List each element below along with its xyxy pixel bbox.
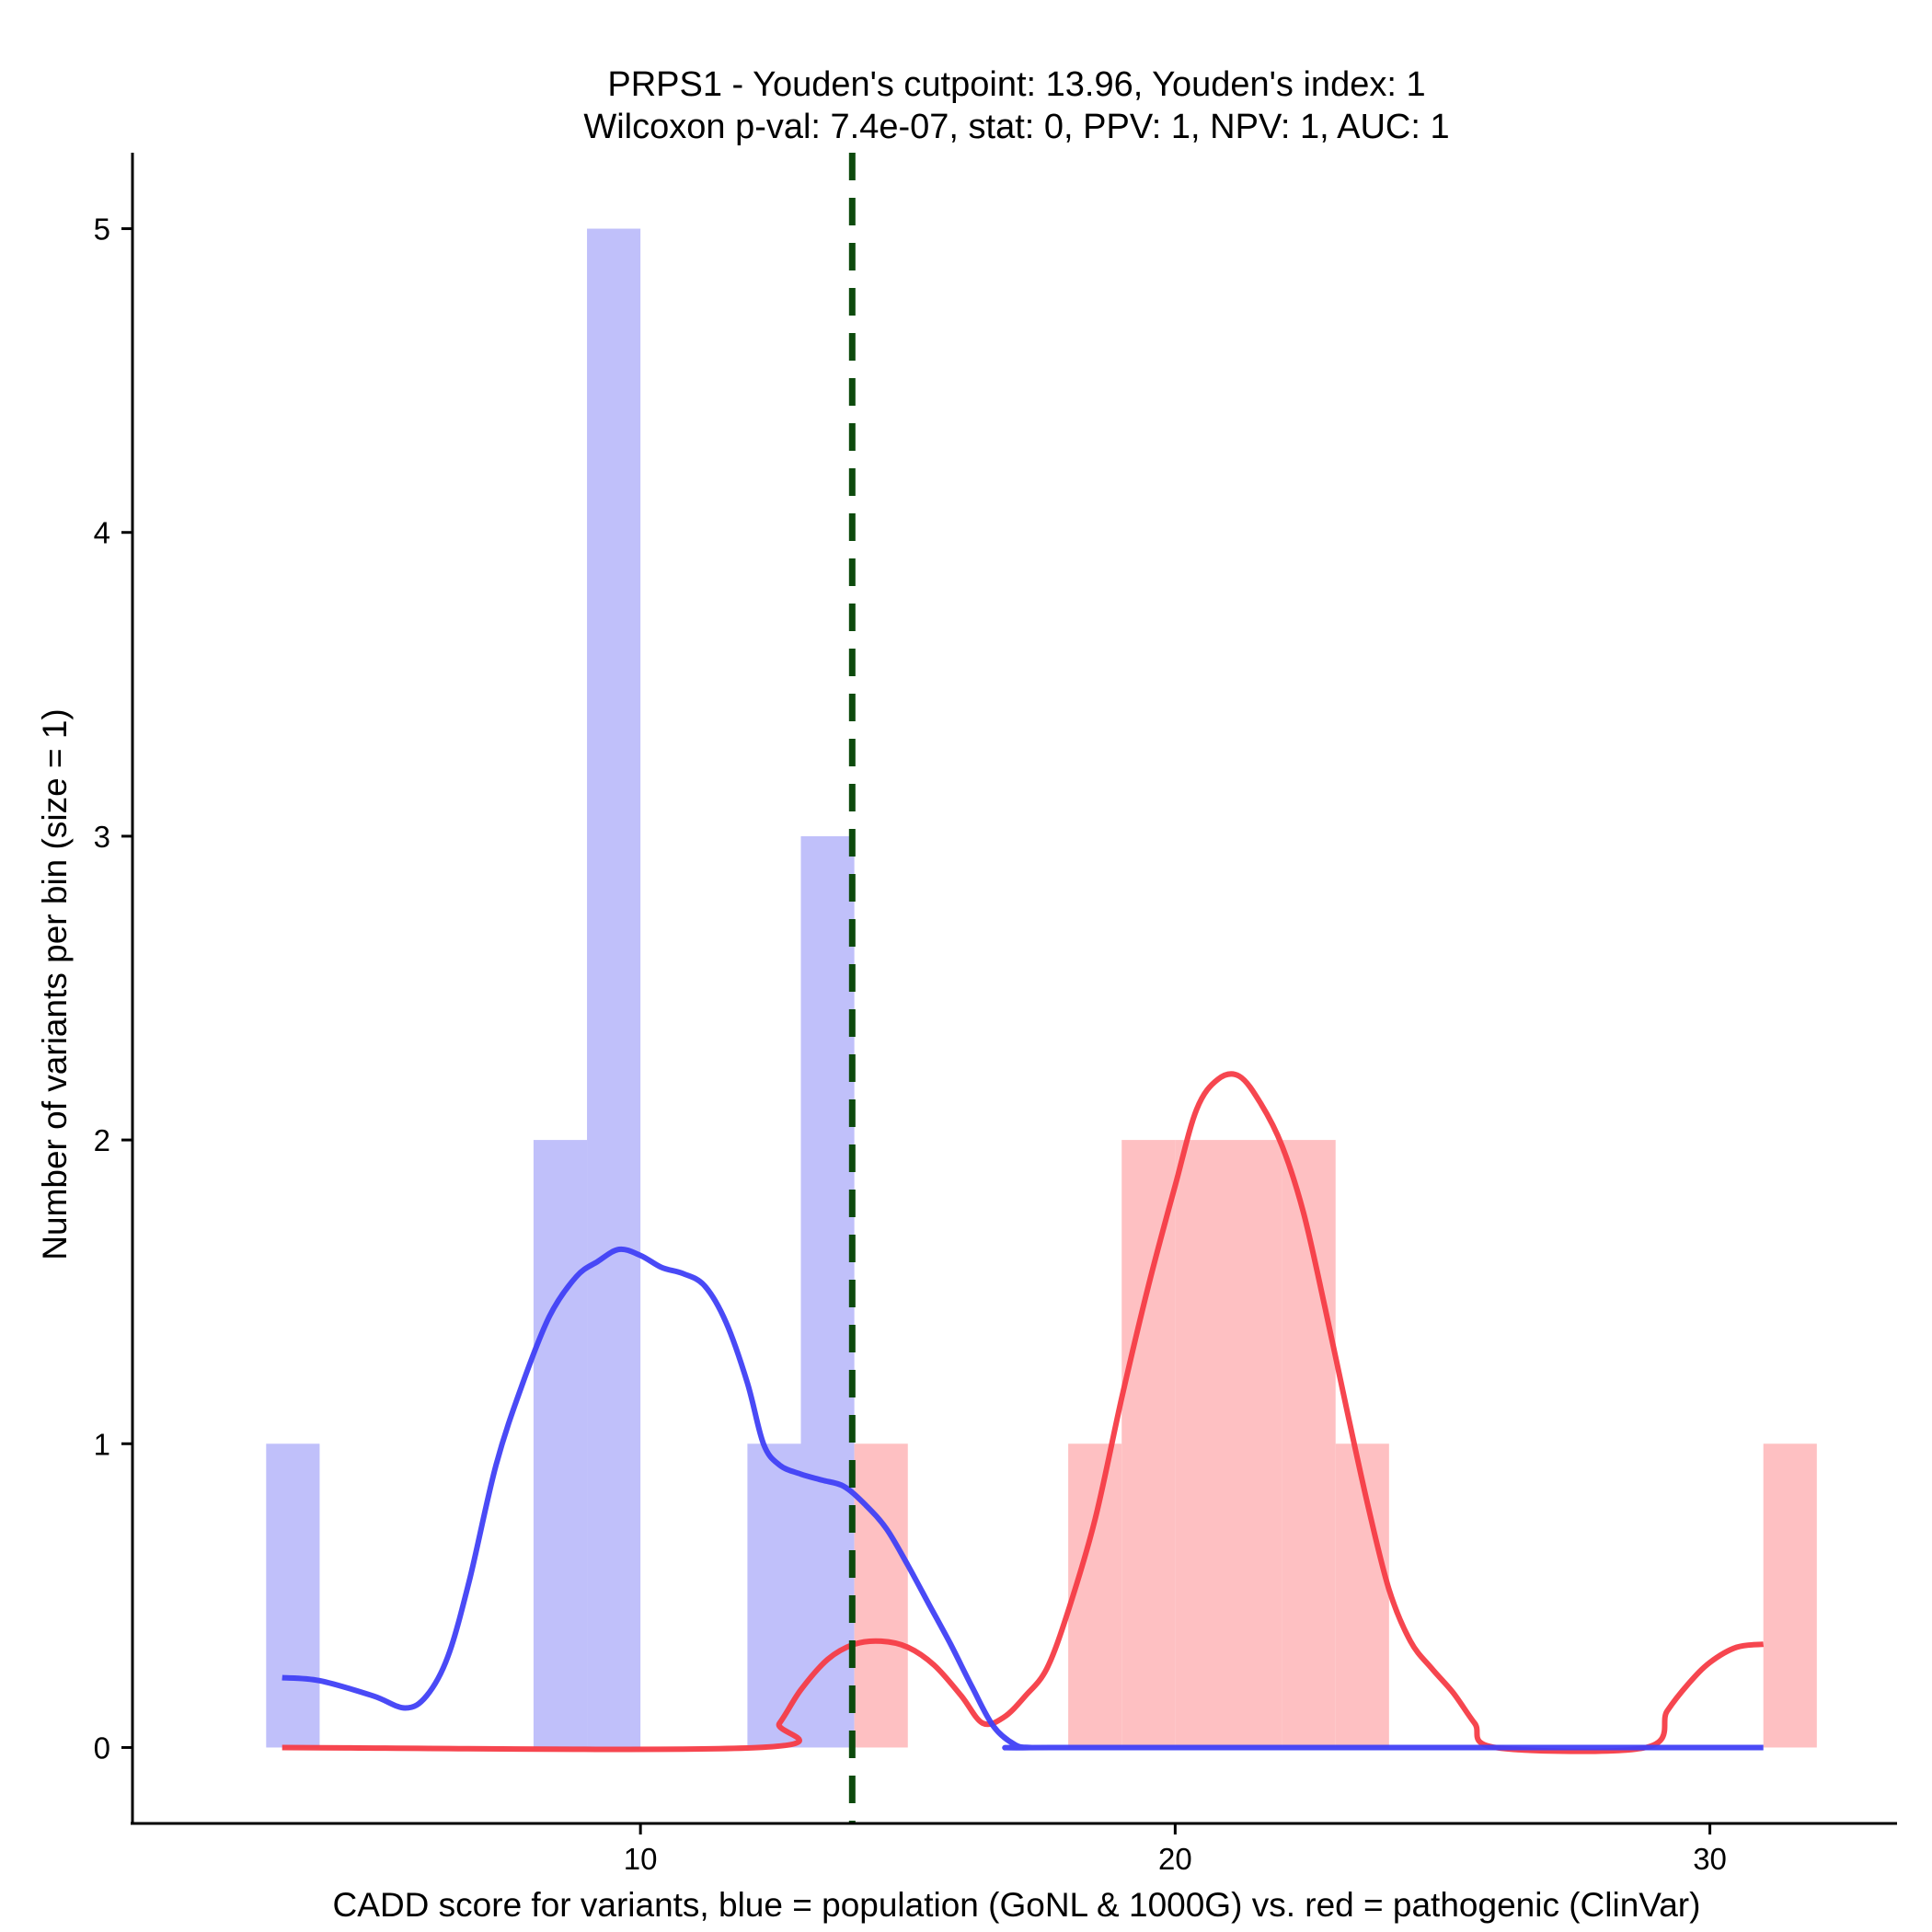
- population-bar-3: [747, 1443, 801, 1748]
- x-tick-label-10: 10: [624, 1842, 658, 1876]
- y-axis-ticks: 0 1 2 3 4 5: [94, 213, 132, 1765]
- x-tick-label-30: 30: [1693, 1842, 1727, 1876]
- pathogenic-bar-0: [854, 1443, 908, 1748]
- y-tick-label-2: 2: [94, 1123, 110, 1157]
- pathogenic-bar-7: [1763, 1443, 1817, 1748]
- y-axis-label: Number of variants per bin (size = 1): [36, 708, 74, 1259]
- y-tick-label-0: 0: [94, 1731, 110, 1765]
- population-histogram: [266, 228, 855, 1748]
- chart-title-line2: Wilcoxon p-val: 7.4e-07, stat: 0, PPV: 1…: [583, 108, 1449, 146]
- population-bar-0: [266, 1443, 320, 1748]
- pathogenic-bar-2: [1121, 1140, 1176, 1748]
- x-tick-label-20: 20: [1158, 1842, 1192, 1876]
- chart-title-line1: PRPS1 - Youden's cutpoint: 13.96, Youden…: [607, 65, 1425, 104]
- population-bar-1: [533, 1140, 588, 1748]
- population-density-line: [282, 1246, 1764, 1751]
- y-tick-label-1: 1: [94, 1427, 110, 1461]
- population-bar-2: [587, 228, 641, 1748]
- pathogenic-bar-4: [1228, 1140, 1282, 1748]
- pathogenic-bar-6: [1335, 1443, 1389, 1748]
- pathogenic-histogram: [854, 1140, 1817, 1748]
- y-tick-label-4: 4: [94, 516, 110, 550]
- axes: [131, 153, 1897, 1825]
- x-axis-ticks: 10 20 30: [624, 1823, 1727, 1876]
- population-bar-4: [800, 835, 855, 1748]
- density-curves: [282, 1071, 1765, 1754]
- y-tick-label-3: 3: [94, 820, 110, 854]
- pathogenic-bar-1: [1068, 1443, 1122, 1748]
- pathogenic-density-line: [282, 1071, 1765, 1754]
- x-axis-label: CADD score for variants, blue = populati…: [333, 1886, 1701, 1924]
- y-tick-label-5: 5: [94, 213, 110, 247]
- pathogenic-bar-3: [1175, 1140, 1229, 1748]
